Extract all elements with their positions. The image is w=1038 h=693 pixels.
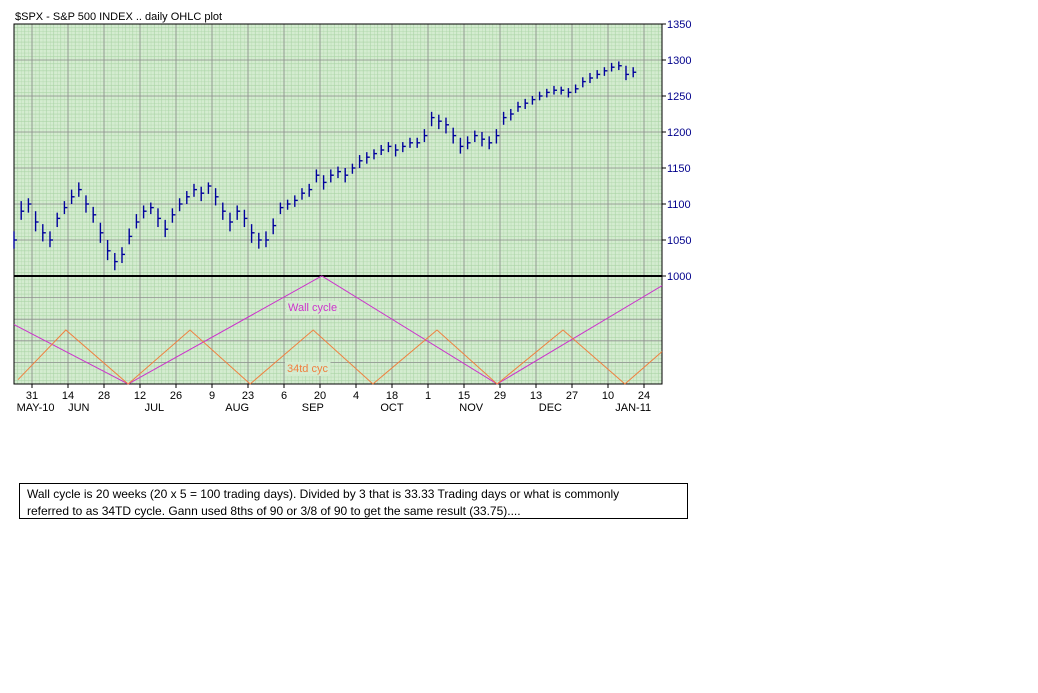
x-tick-label: 13 (530, 390, 542, 402)
cycle-label: Wall cycle (288, 302, 337, 314)
x-tick-label: 12 (134, 390, 146, 402)
x-tick-label: 10 (602, 390, 614, 402)
lower-grid (14, 297, 662, 363)
x-tick-label: 31 (26, 390, 38, 402)
chart: $SPX - S&P 500 INDEX .. daily OHLC plot … (13, 11, 691, 414)
y-tick-label: 1000 (667, 271, 691, 283)
cycle-label: 34td cyc (287, 363, 328, 375)
x-tick-label: 23 (242, 390, 254, 402)
month-label: MAY-10 (17, 402, 55, 414)
y-tick-label: 1100 (667, 199, 691, 211)
month-label: DEC (539, 402, 562, 414)
cycle-label-bg (285, 362, 331, 376)
x-tick-label: 20 (314, 390, 326, 402)
cycle-line (13, 275, 663, 385)
month-label: JUL (145, 402, 165, 414)
x-tick-label: 26 (170, 390, 182, 402)
month-label: OCT (380, 402, 404, 414)
x-tick-label: 28 (98, 390, 110, 402)
x-tick-label: 29 (494, 390, 506, 402)
y-tick-label: 1250 (667, 91, 691, 103)
x-tick-label: 15 (458, 390, 470, 402)
month-label: AUG (225, 402, 249, 414)
y-tick-label: 1150 (667, 163, 691, 175)
plot-frame (13, 23, 663, 385)
x-tick-label: 24 (638, 390, 650, 402)
x-tick-label: 14 (62, 390, 74, 402)
cycle-line (17, 329, 663, 385)
cycle-label-bg (286, 301, 340, 315)
x-tick-label: 9 (209, 390, 215, 402)
chart-title: $SPX - S&P 500 INDEX .. daily OHLC plot (15, 11, 222, 23)
y-tick-label: 1200 (667, 127, 691, 139)
note-line: referred to as 34TD cycle. Gann used 8th… (27, 504, 521, 518)
note-box: Wall cycle is 20 weeks (20 x 5 = 100 tra… (19, 483, 688, 519)
x-tick-label: 6 (281, 390, 287, 402)
x-tick-label: 18 (386, 390, 398, 402)
month-label: SEP (302, 402, 324, 414)
y-tick-label: 1350 (667, 19, 691, 31)
month-label: JAN-11 (615, 402, 651, 414)
y-tick-label: 1050 (667, 235, 691, 247)
month-label: JUN (68, 402, 89, 414)
x-tick-label: 4 (353, 390, 359, 402)
y-tick-label: 1300 (667, 55, 691, 67)
month-label: NOV (459, 402, 484, 414)
x-tick-label: 27 (566, 390, 578, 402)
x-tick-label: 1 (425, 390, 431, 402)
note-line: Wall cycle is 20 weeks (20 x 5 = 100 tra… (27, 487, 620, 501)
